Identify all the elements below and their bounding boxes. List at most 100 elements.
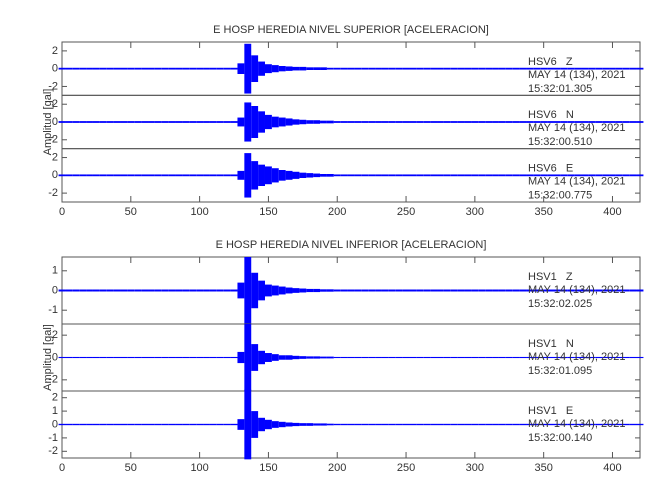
waveform-envelope (416, 289, 424, 292)
waveform-envelope (450, 356, 458, 359)
waveform-envelope (471, 174, 479, 177)
waveform-envelope (230, 356, 238, 359)
waveform-envelope (299, 423, 307, 426)
waveform-envelope (437, 174, 444, 177)
waveform-envelope (182, 289, 190, 292)
waveform-envelope (636, 121, 644, 123)
waveform-envelope (264, 166, 272, 185)
waveform-envelope (505, 423, 513, 426)
waveform-envelope (182, 356, 190, 359)
waveform-envelope (58, 356, 66, 359)
x-tick-label: 0 (59, 206, 65, 218)
waveform-envelope (106, 289, 114, 292)
waveform-envelope (196, 356, 204, 359)
waveform-envelope (437, 67, 444, 70)
waveform-envelope (381, 121, 389, 123)
waveform-envelope (203, 121, 210, 123)
waveform-envelope (65, 423, 73, 426)
waveform-envelope (402, 356, 410, 359)
waveform-envelope (58, 423, 66, 426)
waveform-envelope (492, 174, 499, 177)
waveform-envelope (223, 121, 231, 123)
waveform-envelope (464, 423, 472, 426)
waveform-envelope (443, 289, 451, 292)
y-tick-label: -2 (48, 187, 58, 199)
waveform-envelope (347, 67, 355, 70)
waveform-envelope (72, 121, 80, 123)
waveform-envelope (333, 121, 341, 123)
waveform-envelope (86, 289, 93, 292)
waveform-envelope (430, 356, 438, 359)
waveform-envelope (622, 289, 630, 292)
waveform-envelope (533, 67, 541, 70)
waveform-envelope (354, 121, 362, 123)
waveform-envelope (106, 423, 114, 426)
waveform-envelope (381, 423, 389, 426)
time-label: 15:32:01.305 (528, 83, 592, 95)
waveform-envelope (209, 356, 217, 359)
waveform-envelope (409, 67, 417, 70)
waveform-envelope (595, 423, 603, 426)
waveform-envelope (58, 289, 66, 292)
waveform-envelope (113, 174, 121, 177)
waveform-envelope (574, 121, 582, 123)
waveform-envelope (113, 356, 121, 359)
station-label: HSV6 Z (528, 56, 573, 68)
waveform-envelope (512, 174, 520, 177)
waveform-envelope (402, 289, 410, 292)
waveform-envelope (553, 356, 561, 359)
waveform-envelope (258, 111, 265, 133)
waveform-envelope (450, 121, 458, 123)
waveform-envelope (505, 67, 513, 70)
waveform-envelope (182, 67, 190, 70)
x-tick-label: 0 (59, 462, 65, 474)
waveform-envelope (588, 121, 596, 123)
waveform-envelope (498, 174, 506, 177)
waveform-envelope (86, 423, 93, 426)
waveform-envelope (340, 174, 348, 177)
waveform-envelope (450, 289, 458, 292)
waveform-envelope (485, 356, 493, 359)
waveform-envelope (388, 121, 396, 123)
waveform-envelope (560, 174, 568, 177)
waveform-envelope (106, 121, 114, 123)
waveform-envelope (409, 174, 417, 177)
waveform-envelope (161, 121, 169, 123)
y-axis-label: Amplitud [gal] (42, 324, 54, 391)
date-label: MAY 14 (134), 2021 (528, 418, 625, 430)
waveform-envelope (519, 356, 527, 359)
waveform-envelope (230, 121, 238, 123)
waveform-envelope (547, 121, 554, 123)
waveform-envelope (547, 67, 554, 70)
waveform-envelope (65, 289, 73, 292)
waveform-envelope (230, 289, 238, 292)
waveform-envelope (395, 423, 403, 426)
waveform-envelope (203, 423, 210, 426)
waveform-envelope (127, 289, 135, 292)
waveform-envelope (512, 121, 520, 123)
waveform-envelope (388, 174, 396, 177)
waveform-envelope (636, 356, 644, 359)
waveform-envelope (595, 356, 603, 359)
waveform-envelope (72, 67, 80, 70)
waveform-envelope (375, 423, 382, 426)
chart-title: E HOSP HEREDIA NIVEL SUPERIOR [ACELERACI… (213, 24, 489, 36)
waveform-envelope (505, 289, 513, 292)
waveform-envelope (622, 356, 630, 359)
waveform-envelope (209, 121, 217, 123)
waveform-envelope (196, 423, 204, 426)
waveform-envelope (457, 356, 465, 359)
time-label: 15:32:01.095 (528, 365, 592, 377)
waveform-envelope (629, 289, 637, 292)
y-tick-label: -1 (48, 432, 58, 444)
waveform-envelope (471, 121, 479, 123)
waveform-envelope (636, 289, 644, 292)
waveform-envelope (258, 164, 265, 186)
waveform-envelope (292, 355, 300, 360)
x-tick-label: 150 (259, 462, 277, 474)
x-tick-label: 100 (190, 206, 208, 218)
waveform-envelope (320, 120, 327, 124)
waveform-envelope (182, 121, 190, 123)
waveform-envelope (388, 289, 396, 292)
waveform-envelope (629, 356, 637, 359)
